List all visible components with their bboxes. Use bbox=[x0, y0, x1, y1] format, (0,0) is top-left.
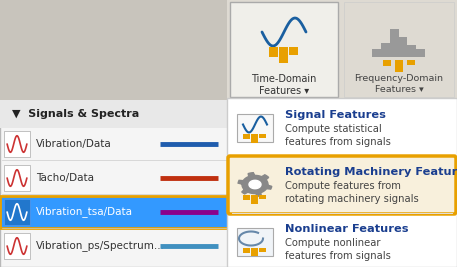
Text: ▼  Signals & Spectra: ▼ Signals & Spectra bbox=[12, 109, 139, 119]
Text: Compute statistical
features from signals: Compute statistical features from signal… bbox=[285, 124, 391, 147]
Text: Compute nonlinear
features from signals: Compute nonlinear features from signals bbox=[285, 238, 391, 261]
Bar bbox=[395, 60, 403, 72]
Bar bbox=[407, 45, 416, 57]
Polygon shape bbox=[238, 173, 272, 196]
Bar bbox=[4, 131, 30, 157]
Bar bbox=[383, 60, 391, 66]
Bar bbox=[416, 49, 425, 57]
Bar bbox=[0, 196, 228, 228]
Text: Frequency-Domain
Features ▾: Frequency-Domain Features ▾ bbox=[355, 74, 443, 94]
Bar bbox=[251, 248, 258, 256]
Bar bbox=[237, 227, 273, 256]
Text: Vibration_tsa/Data: Vibration_tsa/Data bbox=[36, 207, 133, 217]
Bar bbox=[372, 49, 381, 57]
Bar bbox=[243, 134, 250, 139]
Bar bbox=[259, 134, 266, 138]
Bar bbox=[269, 47, 278, 57]
Text: Time-Domain
Features ▾: Time-Domain Features ▾ bbox=[251, 74, 317, 96]
Bar bbox=[251, 134, 258, 143]
Bar bbox=[399, 37, 407, 57]
Polygon shape bbox=[249, 180, 261, 189]
Bar bbox=[230, 2, 338, 97]
Text: Signal Features: Signal Features bbox=[285, 110, 386, 120]
Bar bbox=[344, 2, 454, 97]
Bar bbox=[243, 194, 250, 199]
Bar bbox=[4, 199, 30, 225]
Bar bbox=[259, 248, 266, 252]
Bar bbox=[227, 98, 457, 267]
Text: Nonlinear Features: Nonlinear Features bbox=[285, 224, 409, 234]
Bar bbox=[0, 100, 228, 267]
Bar bbox=[407, 60, 415, 65]
Text: Vibration_ps/Spectrum...: Vibration_ps/Spectrum... bbox=[36, 241, 165, 252]
Bar bbox=[237, 113, 273, 142]
Text: Vibration/Data: Vibration/Data bbox=[36, 139, 112, 149]
Text: Tacho/Data: Tacho/Data bbox=[36, 173, 94, 183]
Bar bbox=[243, 248, 250, 253]
Bar bbox=[4, 233, 30, 259]
FancyBboxPatch shape bbox=[228, 156, 456, 214]
Bar bbox=[289, 47, 298, 55]
Bar bbox=[279, 47, 288, 63]
Bar bbox=[0, 100, 228, 128]
Bar bbox=[390, 29, 399, 57]
Bar bbox=[227, 0, 457, 100]
Bar bbox=[4, 165, 30, 191]
Bar bbox=[0, 0, 227, 100]
Bar bbox=[381, 43, 390, 57]
Bar bbox=[259, 194, 266, 198]
Bar bbox=[251, 194, 258, 203]
Text: Compute features from
rotating machinery signals: Compute features from rotating machinery… bbox=[285, 181, 419, 204]
Text: Rotating Machinery Features: Rotating Machinery Features bbox=[285, 167, 457, 177]
